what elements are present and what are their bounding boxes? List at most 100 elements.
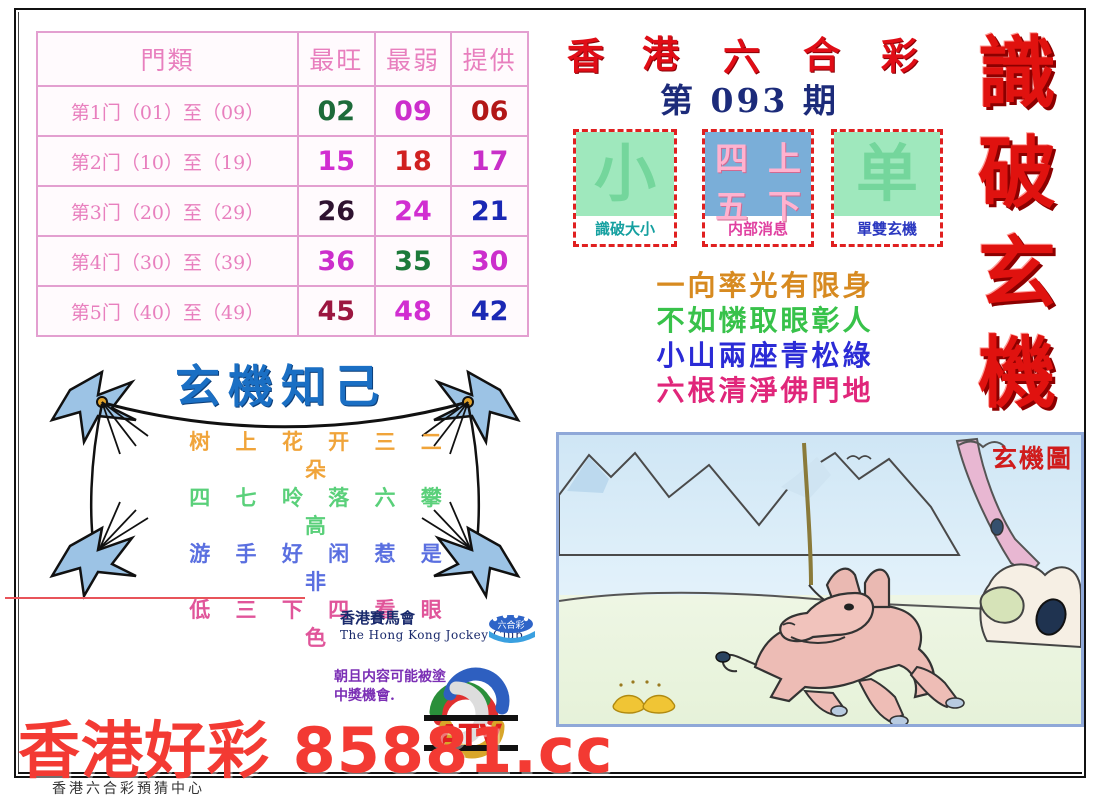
watermark-text: 香港好彩 85881.cc	[18, 714, 614, 787]
prediction-glyph-4: 下	[768, 187, 801, 226]
table-row: 第1门（01）至（09） 02 09 06	[36, 85, 529, 137]
row-label: 第4门（30）至（39）	[36, 235, 299, 287]
vertical-title-char-2: 破	[977, 128, 1056, 219]
donkey-nostril	[782, 622, 796, 626]
prediction-caption: 單雙玄機	[856, 220, 917, 238]
donkey-leg-2	[909, 665, 959, 709]
red-divider-line	[5, 597, 305, 599]
prediction-glyph: 小	[593, 137, 656, 210]
prediction-box-inside-news[interactable]: 四 上 五 下 内部消息	[702, 129, 814, 247]
prediction-boxes: 小 識破大小 四 上 五 下 内部消息 单 單雙玄機	[573, 129, 943, 247]
mark-six-logo-icon: 六合彩	[489, 613, 535, 643]
cell-strongest: 15	[296, 135, 376, 187]
donkey-ear-right	[863, 568, 891, 609]
row-label: 第3门（20）至（29）	[36, 185, 299, 237]
atv-logo-icon: ATV	[424, 667, 518, 759]
donkey-hoof-1	[889, 715, 909, 724]
mystery-picture-seal: 玄機圖	[991, 444, 1073, 473]
cell-provided: 30	[450, 235, 529, 287]
prediction-box-size[interactable]: 小 識破大小	[573, 129, 677, 247]
cell-strongest: 36	[296, 235, 376, 287]
table-row: 第2门（10）至（19） 15 18 17	[36, 135, 529, 187]
prediction-glyph-2: 上	[768, 139, 801, 178]
prediction-glyph-3: 五	[715, 187, 748, 226]
right-poem: 一向率光有限身 不如憐取眼彰人 小山兩座青松綠 六根清淨佛門地	[585, 268, 945, 408]
table-header-row: 門類 最旺 最弱 提供	[36, 31, 529, 87]
banner-poem: 树 上 花 开 三 二 朵 四 七 呤 落 六 攀 高 游 手 好 闲 惹 是 …	[180, 428, 460, 652]
prediction-glyph-grid: 四 上 五 下	[705, 132, 811, 226]
table-header-strongest: 最旺	[296, 31, 376, 87]
disclaimer-line-2: 中獎機會.	[334, 688, 395, 704]
cave-hole	[1035, 598, 1067, 636]
cell-strongest: 45	[296, 285, 376, 337]
table-header-provided: 提供	[450, 31, 529, 87]
banner-strings-bottom-left	[99, 501, 149, 549]
brand-title: 香 港 六 合 彩	[565, 26, 955, 79]
donkey-figure	[715, 567, 965, 724]
table-row: 第5门（40）至（49） 45 48 42	[36, 285, 529, 337]
vertical-title-char-4: 機	[977, 328, 1056, 419]
table-row: 第3门（20）至（29） 26 24 21	[36, 185, 529, 237]
brand-char-3: 六	[723, 35, 760, 79]
right-poem-line-2: 不如憐取眼彰人	[656, 304, 874, 337]
disclaimer-line-1: 朝且内容可能被塗	[334, 669, 446, 685]
right-poem-line-4: 六根清淨佛門地	[656, 374, 874, 407]
gold-ingots-icon	[612, 680, 676, 714]
right-poem-line-1: 一向率光有限身	[656, 269, 874, 302]
banner-poem-line-1: 树 上 花 开 三 二 朵	[189, 429, 451, 482]
brand-char-5: 彩	[881, 34, 918, 78]
vertical-title: 識 破 玄 機	[962, 24, 1072, 434]
prediction-glyph-1: 四	[715, 139, 748, 178]
bird-icon-bottom-right	[433, 525, 521, 600]
bird-icon-right	[433, 369, 521, 446]
cell-weakest: 18	[373, 135, 453, 187]
prediction-glyph-area: 小	[576, 132, 674, 216]
row-label: 第1门（01）至（09）	[36, 85, 299, 137]
donkey-leg-1	[857, 677, 905, 723]
banner-rope-top	[99, 400, 469, 429]
donkey-eye	[844, 603, 854, 611]
mystery-picture-svg	[559, 435, 1081, 724]
row-label: 第2门（10）至（19）	[36, 135, 299, 187]
cell-provided: 17	[450, 135, 529, 187]
atv-logo-text: ATV	[438, 719, 503, 754]
jockey-club-block: 香港賽馬會 The Hong Kong Jockey Club 六合彩	[340, 607, 540, 657]
banner-poem-line-3: 游 手 好 闲 惹 是 非	[189, 541, 451, 594]
bird-icon-left	[49, 369, 137, 446]
disclaimer-block: 朝且内容可能被塗 中獎機會.	[334, 668, 534, 706]
donkey-mouth	[790, 636, 846, 644]
donkey-hoof-3	[830, 705, 848, 717]
rock-moss	[979, 586, 1025, 624]
jockey-club-name-en: The Hong Kong Jockey Club	[340, 628, 524, 642]
cell-weakest: 09	[373, 85, 453, 137]
row-label: 第5门（40）至（49）	[36, 285, 299, 337]
prediction-caption: 識破大小	[594, 220, 655, 238]
cell-provided: 42	[450, 285, 529, 337]
banner-poem-line-4: 低 三 下 四 看 眼 色	[189, 597, 451, 650]
hanging-rope	[802, 442, 813, 586]
watermark-subtitle: 香港六合彩預猜中心	[52, 781, 205, 797]
mystery-picture: 玄機圖	[556, 432, 1084, 727]
issue-number: 第 093 期	[660, 81, 839, 120]
vertical-title-char-1: 識	[977, 28, 1056, 119]
prediction-glyph-area: 四 上 五 下	[705, 132, 811, 226]
mark-six-logo-text: 六合彩	[497, 619, 524, 631]
brand-char-2: 港	[642, 32, 679, 76]
donkey-hoof-2	[945, 697, 965, 709]
banner-illustration	[49, 369, 521, 600]
cell-provided: 21	[450, 185, 529, 237]
banner-section: 玄機知己 树 上 花 开 三 二 朵 四 七 呤 落 六 攀 高 游 手 好 闲…	[40, 350, 530, 650]
bottom-divider	[18, 772, 1082, 774]
jockey-club-name-cn: 香港賽馬會	[340, 609, 416, 627]
cell-strongest: 26	[296, 185, 376, 237]
prediction-glyph: 单	[855, 137, 918, 210]
prediction-caption: 内部消息	[727, 220, 788, 238]
cell-provided: 06	[450, 85, 529, 137]
cell-weakest: 48	[373, 285, 453, 337]
prediction-box-odd-even[interactable]: 单 單雙玄機	[831, 129, 943, 247]
forecast-table: 門類 最旺 最弱 提供 第1门（01）至（09） 02 09 06 第2门（10…	[36, 31, 529, 337]
cell-weakest: 35	[373, 235, 453, 287]
tree-branch	[958, 440, 1006, 449]
banner-poem-line-2: 四 七 呤 落 六 攀 高	[189, 485, 451, 538]
